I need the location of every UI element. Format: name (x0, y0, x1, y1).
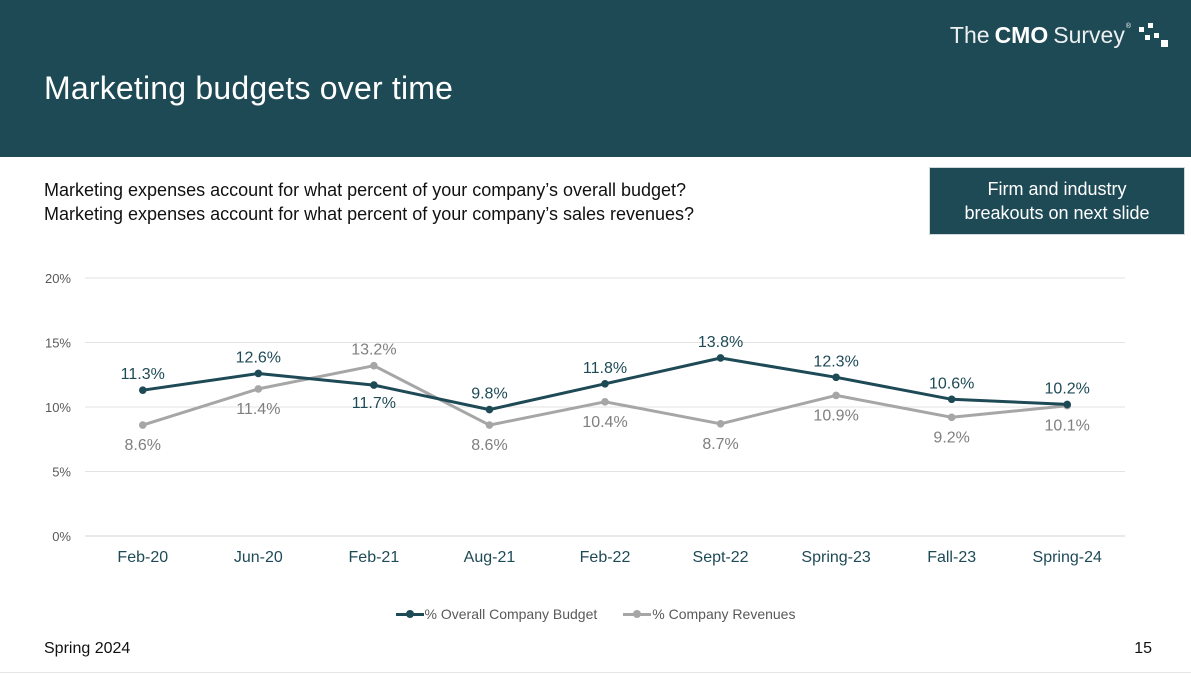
legend-revenues-swatch (623, 607, 652, 621)
legend-item-revenues: % Company Revenues (623, 606, 795, 622)
data-point (1063, 400, 1072, 409)
data-point (485, 405, 494, 414)
x-tick-label: Sept-22 (693, 549, 749, 566)
page-number: 15 (1134, 640, 1152, 657)
brand-prefix: The (949, 21, 990, 48)
question-budget: Marketing expenses account for what perc… (44, 180, 687, 200)
data-label-revenues: 8.6% (125, 437, 161, 454)
callout-line-1: Firm and industry (987, 179, 1127, 199)
x-tick-label: Jun-20 (234, 549, 283, 566)
y-tick-label: 10% (45, 400, 71, 415)
cmo-survey-logo: The CMO Survey ® (950, 20, 1169, 50)
data-point (832, 391, 840, 400)
data-point (370, 381, 378, 389)
data-point (716, 419, 725, 428)
footer-date: Spring 2024 (44, 640, 131, 657)
data-label-budget: 12.3% (813, 353, 858, 370)
x-tick-label: Aug-21 (464, 549, 516, 566)
data-label-budget: 13.8% (698, 334, 743, 351)
data-label-revenues: 13.2% (351, 342, 396, 359)
data-label-revenues: 9.2% (933, 429, 969, 446)
data-point (370, 361, 378, 370)
data-point (832, 373, 840, 382)
x-tick-label: Spring-24 (1033, 549, 1102, 566)
legend-budget-swatch (395, 607, 424, 621)
brand-suffix: Survey (1053, 21, 1125, 48)
data-point (138, 386, 147, 395)
chart-legend: % Overall Company Budget % Company Reven… (0, 606, 1191, 622)
data-point (947, 395, 956, 404)
x-tick-label: Feb-22 (580, 549, 631, 566)
footer-divider (0, 672, 1191, 673)
breakouts-callout: Firm and industry breakouts on next slid… (929, 167, 1185, 235)
data-label-budget: 10.2% (1045, 380, 1090, 397)
data-label-revenues: 10.4% (582, 414, 627, 431)
brand-bold: CMO (994, 21, 1049, 48)
data-point (601, 398, 609, 406)
data-point (138, 421, 147, 429)
logo-squares-icon (1139, 23, 1169, 47)
y-tick-label: 20% (45, 271, 71, 286)
data-point (485, 421, 494, 429)
legend-revenues-label: % Company Revenues (652, 606, 796, 622)
data-point (254, 369, 263, 378)
page-title: Marketing budgets over time (44, 70, 454, 106)
y-tick-label: 5% (52, 465, 71, 480)
legend-item-budget: % Overall Company Budget (395, 606, 598, 622)
data-label-budget: 12.6% (236, 349, 281, 366)
data-label-revenues: 11.4% (236, 401, 280, 418)
data-label-revenues: 8.7% (702, 436, 738, 453)
data-label-budget: 9.8% (471, 386, 507, 403)
data-point (947, 413, 956, 422)
data-label-revenues: 8.6% (471, 437, 507, 454)
slide-header: The CMO Survey ® Marketing budgets over … (0, 0, 1191, 157)
line-chart: 0% 5% 10% 15% 20% Feb-20 Jun-20 Feb-21 Aug-21 Feb… (45, 271, 1125, 566)
data-label-budget: 11.3% (121, 366, 165, 383)
legend-budget-label: % Overall Company Budget (424, 606, 598, 622)
data-label-budget: 10.6% (929, 375, 974, 392)
x-tick-label: Feb-20 (117, 549, 168, 566)
data-label-revenues: 10.9% (813, 407, 858, 424)
x-tick-label: Fall-23 (927, 549, 976, 566)
data-point (254, 385, 263, 393)
data-point (716, 354, 725, 362)
x-tick-label: Feb-21 (349, 549, 400, 566)
question-revenues: Marketing expenses account for what perc… (44, 204, 695, 224)
data-label-revenues: 10.1% (1045, 418, 1090, 435)
survey-questions: Marketing expenses account for what perc… (44, 178, 694, 226)
callout-line-2: breakouts on next slide (964, 203, 1150, 223)
y-tick-label: 0% (52, 529, 71, 544)
brand-trademark: ® (1125, 23, 1131, 30)
data-label-budget: 11.8% (583, 360, 627, 377)
x-tick-label: Spring-23 (801, 549, 870, 566)
data-point (601, 379, 609, 388)
y-tick-label: 15% (45, 336, 71, 351)
data-label-budget: 11.7% (352, 395, 396, 412)
